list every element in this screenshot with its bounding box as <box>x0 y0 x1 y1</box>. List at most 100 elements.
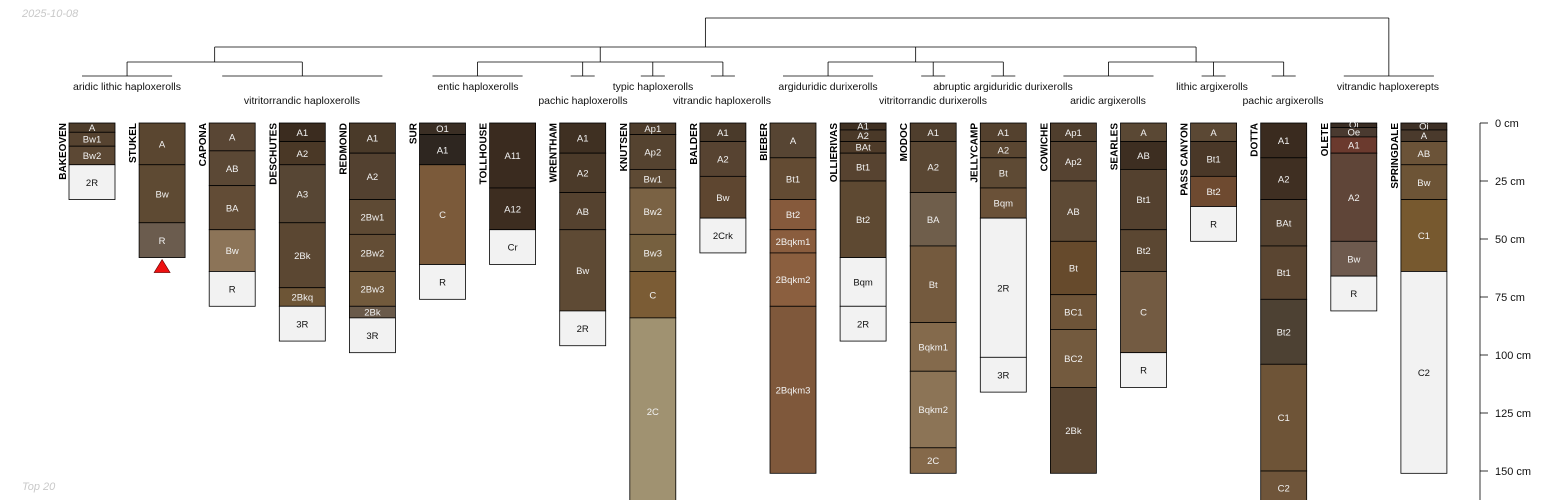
horizon-block <box>629 317 677 500</box>
horizon-label: Bw1 <box>644 174 662 185</box>
horizon-label: Bw2 <box>644 207 662 218</box>
horizon-block <box>839 257 887 307</box>
horizon: AB <box>208 150 256 187</box>
horizon: A <box>138 122 186 166</box>
taxon-label: vitrandic haploxerolls <box>673 95 771 107</box>
horizon-label: C1 <box>1418 231 1430 242</box>
horizon: Bt2 <box>1260 298 1308 365</box>
horizon-block <box>1260 199 1308 247</box>
horizon-label: Bt <box>929 280 938 291</box>
horizon-block <box>1120 352 1167 388</box>
horizon-label: 2Crk <box>713 231 733 242</box>
taxon-label: typic haploxerolls <box>613 81 694 93</box>
horizon-block <box>769 157 817 200</box>
horizon-label: Bw3 <box>644 249 662 260</box>
horizon-block <box>208 122 256 152</box>
horizon-label: Bw <box>716 193 729 204</box>
horizon: 2R <box>979 217 1027 358</box>
profile-name: OLLIERIVAS <box>829 123 840 183</box>
horizon-block <box>489 187 537 231</box>
soil-profile: BALDER A1 A2 Bw 2Crk <box>689 122 747 254</box>
horizon-label: 2Bw2 <box>361 249 385 260</box>
horizon-label: A1 <box>1348 141 1360 152</box>
profile-name: SEARLES <box>1110 123 1121 171</box>
horizon-block <box>278 222 326 289</box>
horizon-block <box>1120 168 1167 231</box>
horizon-label: A1 <box>577 134 589 145</box>
horizon: Bt1 <box>769 157 817 200</box>
horizon: A <box>1190 122 1237 142</box>
horizon: Bt <box>909 245 957 323</box>
horizon-label: Bw <box>1417 178 1430 189</box>
horizon: 3R <box>348 317 396 354</box>
horizon-label: Bt2 <box>1136 246 1150 257</box>
horizon-label: A2 <box>1348 193 1360 204</box>
horizon: R <box>1120 352 1167 388</box>
horizon: 3R <box>278 305 326 342</box>
horizon: AB <box>559 192 607 231</box>
horizon: Bw <box>208 229 256 272</box>
horizon-block <box>559 152 607 194</box>
soil-profile: BIEBER A Bt1 Bt2 2Bqkm1 2Bqkm2 2Bqkm3 <box>759 122 817 474</box>
profile-name: BALDER <box>689 122 700 164</box>
horizon: A2 <box>1330 152 1378 242</box>
horizon-block <box>1050 141 1097 182</box>
horizon-label: Bqm <box>994 199 1014 210</box>
horizon-block <box>839 152 887 182</box>
horizon-label: Bt1 <box>856 163 870 174</box>
horizon: BC2 <box>1050 329 1097 388</box>
horizon: A <box>1400 129 1448 142</box>
horizon: A <box>1120 122 1167 142</box>
horizon-block <box>909 245 957 323</box>
horizon: C2 <box>1260 470 1308 500</box>
horizon: Bqm <box>839 257 887 307</box>
horizon-block <box>909 322 957 372</box>
horizon: AB <box>1050 180 1097 242</box>
horizon: C2 <box>1400 271 1448 474</box>
horizon-block <box>909 141 957 193</box>
horizon-label: C <box>1140 308 1147 319</box>
horizon: A <box>208 122 256 152</box>
horizon-label: O1 <box>436 124 449 135</box>
horizon-label: Bqm <box>853 278 873 289</box>
soil-profile: SEARLES A AB Bt1 Bt2 C R <box>1110 122 1167 388</box>
horizon-label: AB <box>576 207 589 218</box>
horizon-label: Bt1 <box>1136 195 1150 206</box>
horizon-label: A1 <box>717 128 729 139</box>
horizon-label: R <box>1210 220 1217 231</box>
horizon: Bw <box>1400 164 1448 200</box>
horizon-label: Bw <box>1347 254 1360 265</box>
taxon-label: vitritorrandic haploxerolls <box>244 95 360 107</box>
horizon-label: C <box>649 290 656 301</box>
horizon-label: C1 <box>1278 413 1290 424</box>
horizon-label: A <box>1421 131 1428 142</box>
horizon: 2R <box>68 164 116 200</box>
horizon-block <box>979 356 1027 393</box>
soil-profile: PASS CANYON A Bt1 Bt2 R <box>1180 122 1237 242</box>
horizon: 2R <box>839 305 887 342</box>
horizon-block <box>979 157 1027 189</box>
horizon-label: Oe <box>1347 128 1360 139</box>
horizon-block <box>419 134 466 166</box>
horizon-label: BA <box>927 215 940 226</box>
horizon-block <box>629 233 677 272</box>
soil-profile: COWICHE Ap1 Ap2 AB Bt BC1 BC2 2Bk <box>1039 122 1097 474</box>
horizon-label: A <box>89 123 96 134</box>
profile-name: SPRINGDALE <box>1390 123 1401 189</box>
horizon: 2Bw2 <box>348 233 396 272</box>
horizon: R <box>419 264 466 300</box>
horizon-block <box>208 185 256 231</box>
horizon: Ap2 <box>629 134 677 170</box>
depth-tick-label: 25 cm <box>1495 176 1525 188</box>
horizon: 2Bqkm3 <box>769 305 817 474</box>
horizon-block <box>979 217 1027 358</box>
date-stamp: 2025-10-08 <box>22 8 79 20</box>
horizon-label: 2Bk <box>364 307 381 318</box>
horizon-block <box>1260 245 1308 300</box>
horizon: Bqkm2 <box>909 370 957 449</box>
horizon-block <box>489 122 537 189</box>
horizon-label: A3 <box>296 189 308 200</box>
horizon: A1 <box>278 122 326 142</box>
horizon-label: BC2 <box>1064 354 1082 365</box>
horizon: A2 <box>559 152 607 194</box>
